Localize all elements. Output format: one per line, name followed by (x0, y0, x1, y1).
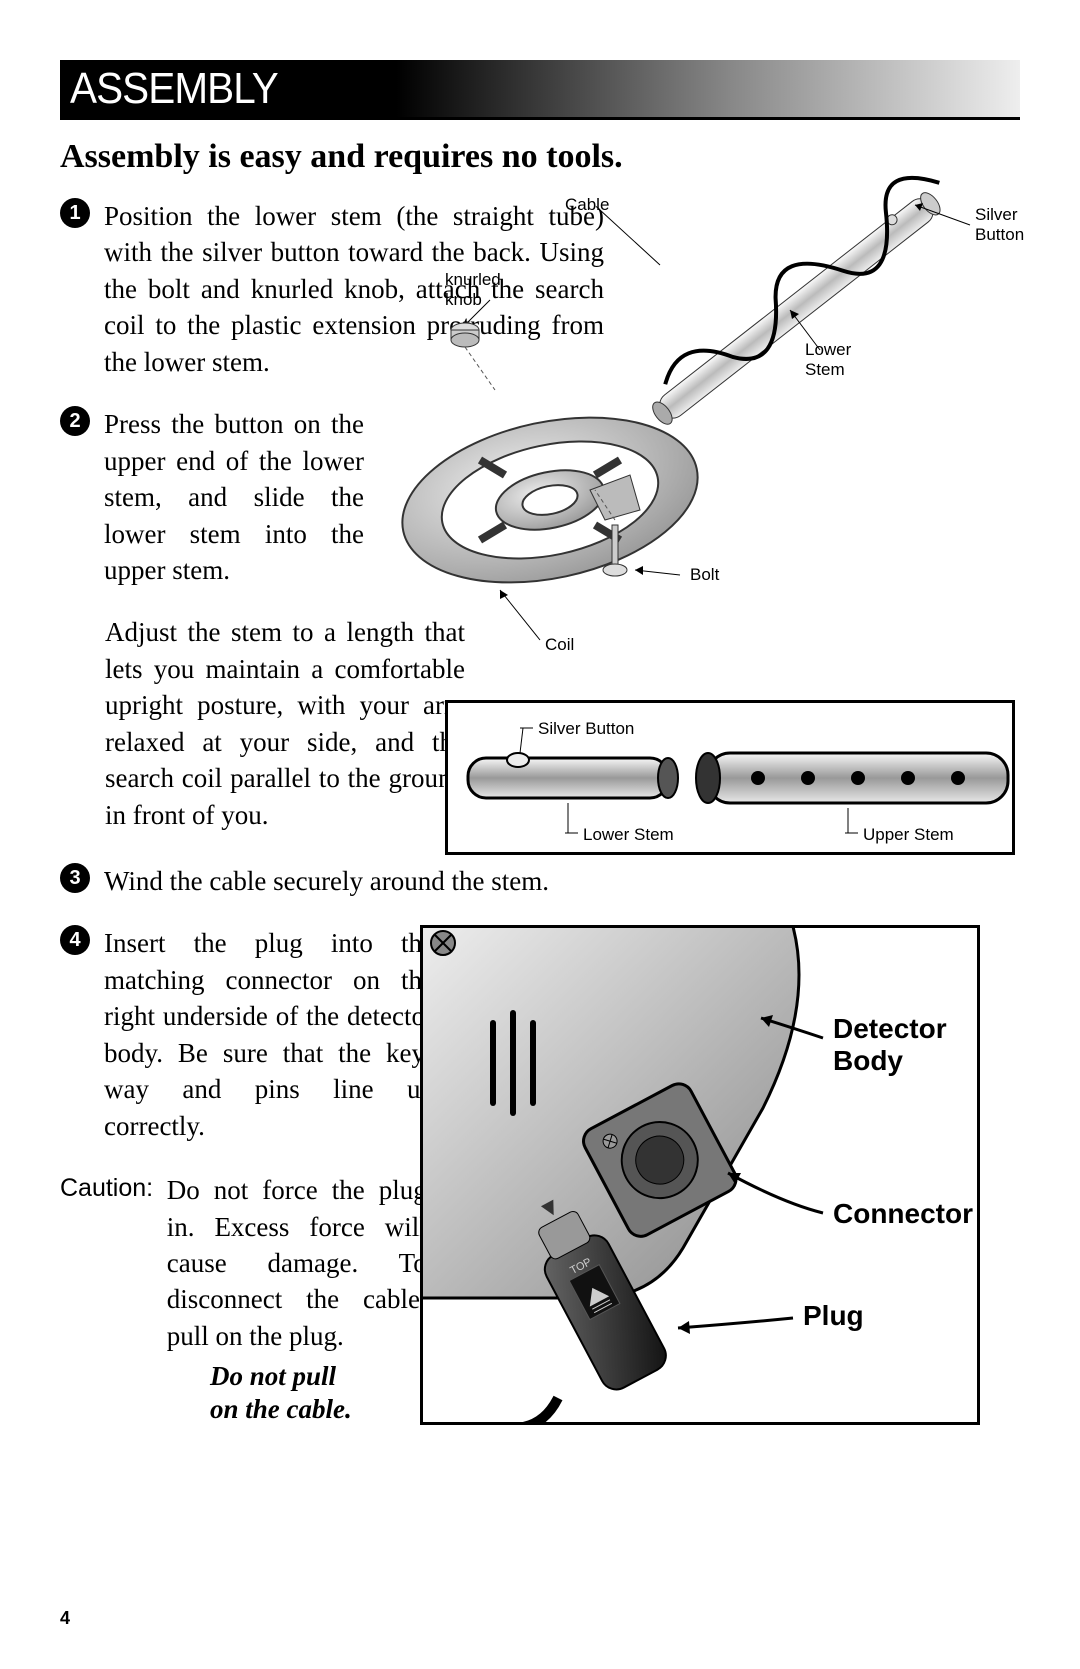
detector-diagram-svg: TOP (423, 928, 980, 1425)
label-connector: Connector (833, 1198, 973, 1230)
step-2-text: Press the button on the upper end of the… (104, 406, 364, 588)
label-bolt: Bolt (690, 565, 719, 585)
step-3: 3 Wind the cable securely around the ste… (60, 863, 1020, 899)
figure-detector-body: TOP Detector Body Connector Plug (420, 925, 980, 1425)
label-upper-stem: Upper Stem (863, 825, 954, 845)
label-cable: Cable (565, 195, 609, 215)
step-number-icon: 3 (60, 863, 90, 893)
step-4-text: Insert the plug into the matching connec… (104, 925, 434, 1144)
label-silver-button-2: Silver Button (538, 719, 634, 739)
section-header: ASSEMBLY (60, 60, 1020, 120)
coil-diagram-svg (400, 150, 1020, 670)
label-knurled-knob: knurled knob (445, 270, 501, 310)
page-number: 4 (60, 1608, 70, 1629)
label-lower-stem-2: Lower Stem (583, 825, 674, 845)
figure-coil-assembly: Cable Silver Button knurled knob Lower S… (400, 150, 1020, 670)
label-coil: Coil (545, 635, 574, 655)
label-lower-stem: Lower Stem (805, 340, 851, 380)
caution-text: Do not force the plug in. Excess force w… (167, 1172, 427, 1354)
caution-block: Caution: Do not force the plug in. Exces… (60, 1172, 440, 1354)
step-3-text: Wind the cable securely around the stem. (104, 863, 984, 899)
label-plug: Plug (803, 1300, 864, 1332)
caution-label: Caution: (60, 1172, 160, 1206)
label-detector-body: Detector Body (833, 1013, 947, 1077)
step-number-icon: 4 (60, 925, 90, 955)
figure-stem-connection: Silver Button Lower Stem Upper Stem (445, 700, 1015, 855)
step-number-icon: 2 (60, 406, 90, 436)
label-silver-button: Silver Button (975, 205, 1024, 245)
section-title: ASSEMBLY (70, 64, 278, 114)
step-number-icon: 1 (60, 198, 90, 228)
